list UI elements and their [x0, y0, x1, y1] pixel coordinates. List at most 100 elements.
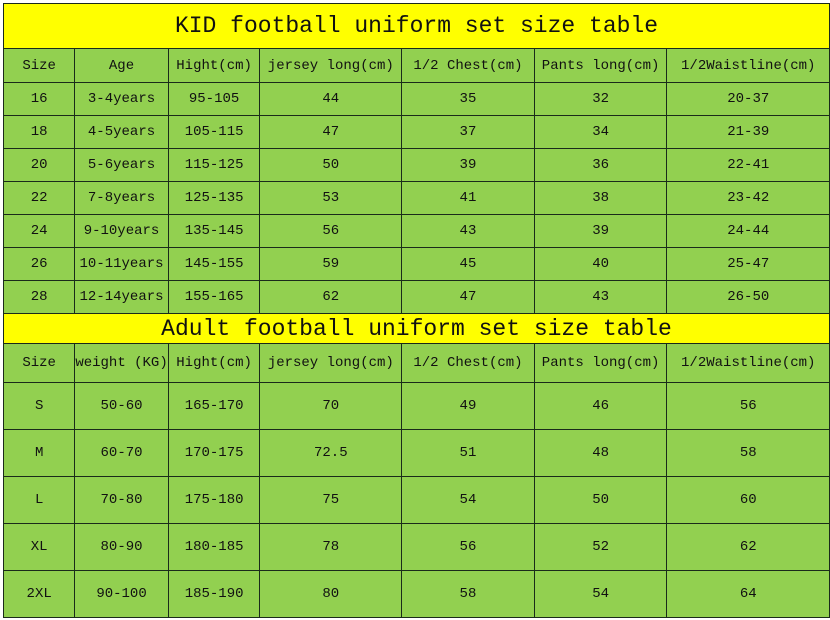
table-cell: 56 — [259, 214, 403, 248]
table-row: 18 4-5years 105-115 47 37 34 21-39 — [2, 115, 830, 149]
table-cell: XL — [2, 523, 76, 571]
table-cell: 21-39 — [666, 115, 830, 149]
kid-header-row: Size Age Hight(cm) jersey long(cm) 1/2 Chest… — [2, 48, 830, 83]
table-row: 16 3-4years 95-105 44 35 32 20-37 — [2, 82, 830, 116]
table-cell: 38 — [533, 181, 668, 215]
table-cell: 23-42 — [666, 181, 830, 215]
table-row: 22 7-8years 125-135 53 41 38 23-42 — [2, 181, 830, 215]
table-cell: 70 — [259, 382, 403, 430]
table-cell: 22-41 — [666, 148, 830, 182]
size-table: KID football uniform set size table Size A… — [2, 3, 830, 618]
column-header: 1/2 Chest(cm) — [401, 343, 535, 383]
column-header: Size — [2, 343, 76, 383]
kid-title-row: KID football uniform set size table — [3, 3, 830, 49]
table-cell: 35 — [401, 82, 535, 116]
table-cell: 20 — [2, 148, 76, 182]
table-cell: 64 — [666, 570, 830, 618]
table-cell: L — [2, 476, 76, 524]
table-cell: 4-5years — [74, 115, 169, 149]
column-header: Hight(cm) — [167, 48, 261, 83]
table-cell: 43 — [533, 280, 668, 314]
table-cell: 90-100 — [74, 570, 169, 618]
table-cell: 56 — [666, 382, 830, 430]
table-cell: 60 — [666, 476, 830, 524]
table-cell: 75 — [259, 476, 403, 524]
table-cell: 185-190 — [167, 570, 261, 618]
table-row: XL 80-90 180-185 78 56 52 62 — [2, 523, 830, 571]
column-header: Size — [2, 48, 76, 83]
table-cell: 135-145 — [167, 214, 261, 248]
column-header: jersey long(cm) — [259, 343, 403, 383]
column-header: weight (KG) — [74, 343, 169, 383]
column-header: Age — [74, 48, 169, 83]
table-cell: M — [2, 429, 76, 477]
table-cell: 36 — [533, 148, 668, 182]
table-cell: 48 — [533, 429, 668, 477]
table-cell: 170-175 — [167, 429, 261, 477]
table-cell: 44 — [259, 82, 403, 116]
table-cell: 54 — [401, 476, 535, 524]
table-row: L 70-80 175-180 75 54 50 60 — [2, 476, 830, 524]
column-header: jersey long(cm) — [259, 48, 403, 83]
column-header: 1/2Waistline(cm) — [666, 343, 830, 383]
table-row: 26 10-11years 145-155 59 45 40 25-47 — [2, 247, 830, 281]
table-cell: 47 — [259, 115, 403, 149]
table-cell: S — [2, 382, 76, 430]
table-row: 20 5-6years 115-125 50 39 36 22-41 — [2, 148, 830, 182]
table-cell: 34 — [533, 115, 668, 149]
table-cell: 53 — [259, 181, 403, 215]
table-cell: 39 — [401, 148, 535, 182]
table-cell: 16 — [2, 82, 76, 116]
table-cell: 32 — [533, 82, 668, 116]
table-cell: 165-170 — [167, 382, 261, 430]
table-cell: 45 — [401, 247, 535, 281]
table-cell: 18 — [2, 115, 76, 149]
table-cell: 70-80 — [74, 476, 169, 524]
table-cell: 155-165 — [167, 280, 261, 314]
table-cell: 22 — [2, 181, 76, 215]
table-cell: 145-155 — [167, 247, 261, 281]
table-cell: 62 — [666, 523, 830, 571]
column-header: 1/2 Chest(cm) — [401, 48, 535, 83]
table-cell: 95-105 — [167, 82, 261, 116]
table-cell: 26 — [2, 247, 76, 281]
column-header: Pants long(cm) — [533, 343, 668, 383]
column-header: 1/2Waistline(cm) — [666, 48, 830, 83]
table-cell: 5-6years — [74, 148, 169, 182]
adult-header-row: Size weight (KG) Hight(cm) jersey long(cm) 1… — [2, 343, 830, 383]
table-cell: 105-115 — [167, 115, 261, 149]
table-row: 24 9-10years 135-145 56 43 39 24-44 — [2, 214, 830, 248]
table-cell: 46 — [533, 382, 668, 430]
table-row: 2XL 90-100 185-190 80 58 54 64 — [2, 570, 830, 618]
table-cell: 50 — [533, 476, 668, 524]
table-cell: 40 — [533, 247, 668, 281]
table-cell: 7-8years — [74, 181, 169, 215]
table-cell: 28 — [2, 280, 76, 314]
table-cell: 10-11years — [74, 247, 169, 281]
table-cell: 50 — [259, 148, 403, 182]
table-cell: 80-90 — [74, 523, 169, 571]
table-cell: 58 — [401, 570, 535, 618]
table-cell: 175-180 — [167, 476, 261, 524]
table-cell: 56 — [401, 523, 535, 571]
table-cell: 20-37 — [666, 82, 830, 116]
table-cell: 80 — [259, 570, 403, 618]
table-cell: 12-14years — [74, 280, 169, 314]
table-cell: 72.5 — [259, 429, 403, 477]
table-cell: 24 — [2, 214, 76, 248]
table-cell: 115-125 — [167, 148, 261, 182]
table-cell: 50-60 — [74, 382, 169, 430]
table-cell: 125-135 — [167, 181, 261, 215]
table-cell: 37 — [401, 115, 535, 149]
adult-table-title: Adult football uniform set size table — [3, 313, 830, 344]
table-cell: 59 — [259, 247, 403, 281]
table-cell: 43 — [401, 214, 535, 248]
table-cell: 49 — [401, 382, 535, 430]
table-cell: 60-70 — [74, 429, 169, 477]
table-row: M 60-70 170-175 72.5 51 48 58 — [2, 429, 830, 477]
table-cell: 180-185 — [167, 523, 261, 571]
table-cell: 9-10years — [74, 214, 169, 248]
table-cell: 26-50 — [666, 280, 830, 314]
column-header: Hight(cm) — [167, 343, 261, 383]
column-header: Pants long(cm) — [533, 48, 668, 83]
